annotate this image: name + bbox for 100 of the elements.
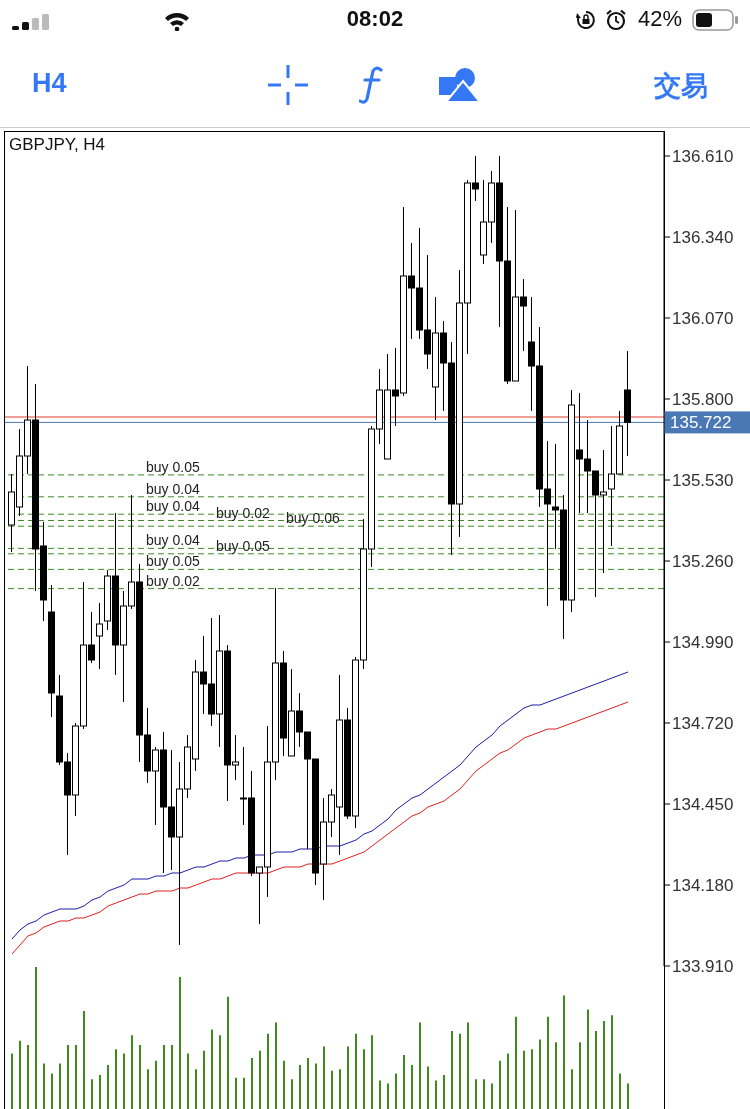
bar (603, 1020, 605, 1109)
bar (75, 1045, 77, 1109)
ref-line-label: buy 0.04 (146, 480, 200, 497)
y-tick-label: 135.800 (672, 390, 734, 410)
bar (107, 1064, 109, 1109)
bar (19, 1040, 21, 1109)
bar (507, 1053, 509, 1109)
bar (611, 1015, 613, 1109)
bar (427, 1066, 429, 1109)
bar (379, 1080, 381, 1109)
bar (515, 1016, 517, 1109)
bar (523, 1050, 525, 1109)
y-tick-label: 136.610 (672, 147, 734, 167)
bar (219, 1035, 221, 1109)
bar (467, 1022, 469, 1109)
bar (59, 1063, 61, 1109)
bar (339, 1069, 341, 1109)
bar (395, 1073, 397, 1109)
bar (483, 1079, 485, 1109)
ref-line-label: buy 0.06 (286, 510, 340, 527)
bar (171, 1045, 173, 1109)
bar (91, 1079, 93, 1109)
bar (451, 1030, 453, 1109)
text: H4 (32, 68, 67, 99)
bar (43, 1063, 45, 1109)
bar (587, 1009, 589, 1109)
line-series (11, 671, 629, 940)
bar (275, 1022, 277, 1109)
bar (563, 995, 565, 1109)
bar (419, 1022, 421, 1109)
bar (579, 1042, 581, 1109)
bar (355, 1033, 357, 1109)
candlestick (96, 602, 103, 670)
bar (11, 1053, 13, 1109)
bar (531, 1049, 533, 1109)
y-tick-label: 133.910 (672, 957, 734, 977)
bar (331, 1070, 333, 1109)
bar (291, 1079, 293, 1109)
bar (491, 1083, 493, 1109)
bar (411, 1064, 413, 1109)
bar (251, 1057, 253, 1109)
bar (347, 1046, 349, 1109)
bar (299, 1064, 301, 1109)
bar (147, 1069, 149, 1109)
y-tick-label: 134.990 (672, 633, 734, 653)
bar (155, 1060, 157, 1109)
bar (51, 1073, 53, 1109)
ref-line-label: buy 0.04 (146, 498, 200, 515)
bar (555, 1042, 557, 1109)
bar (627, 1083, 629, 1109)
text: 42% (638, 6, 683, 32)
bar (259, 1050, 261, 1109)
bar (243, 1077, 245, 1109)
line-series (11, 701, 629, 955)
bar (323, 1046, 325, 1109)
bar (123, 1053, 125, 1109)
bar (443, 1074, 445, 1109)
text: 08:02 (346, 6, 404, 31)
bar (435, 1080, 437, 1109)
bar (459, 1033, 461, 1109)
bar (227, 996, 229, 1109)
bar (283, 1060, 285, 1109)
y-tick-label: 135.530 (672, 471, 734, 491)
y-tick-label: 134.180 (672, 876, 734, 896)
bar (499, 1060, 501, 1109)
bar (371, 1035, 373, 1109)
y-tick-label: 136.070 (672, 309, 734, 329)
bar (99, 1074, 101, 1109)
ref-line-label: buy 0.02 (146, 572, 200, 589)
bar (195, 1069, 197, 1109)
ref-line-label: buy 0.05 (216, 537, 270, 554)
ref-line-label: 135.722 (670, 413, 732, 433)
bar (67, 1045, 69, 1109)
bar (619, 1073, 621, 1109)
bar (315, 1063, 317, 1109)
bar (235, 1077, 237, 1109)
bar (403, 1055, 405, 1109)
bar (539, 1039, 541, 1109)
bar (547, 1016, 549, 1109)
text: 交易 (654, 69, 708, 103)
y-tick-label: 135.260 (672, 552, 734, 572)
bar (203, 1050, 205, 1109)
bar (187, 1053, 189, 1109)
ref-line-label: buy 0.05 (146, 458, 200, 475)
bar (475, 1079, 477, 1109)
y-tick-label: 136.340 (672, 228, 734, 248)
bar (571, 1069, 573, 1109)
bar (115, 1049, 117, 1109)
bar (595, 1030, 597, 1109)
bar (267, 1033, 269, 1109)
bar (363, 1049, 365, 1109)
bar (211, 1029, 213, 1109)
bar (131, 1035, 133, 1109)
bar (139, 1045, 141, 1109)
bar (163, 1045, 165, 1109)
ref-line-label: buy 0.05 (146, 553, 200, 570)
bar (387, 1083, 389, 1109)
y-tick-label: 134.720 (672, 714, 734, 734)
bar (307, 1057, 309, 1109)
chart-title: GBPJPY, H4 (9, 135, 106, 155)
